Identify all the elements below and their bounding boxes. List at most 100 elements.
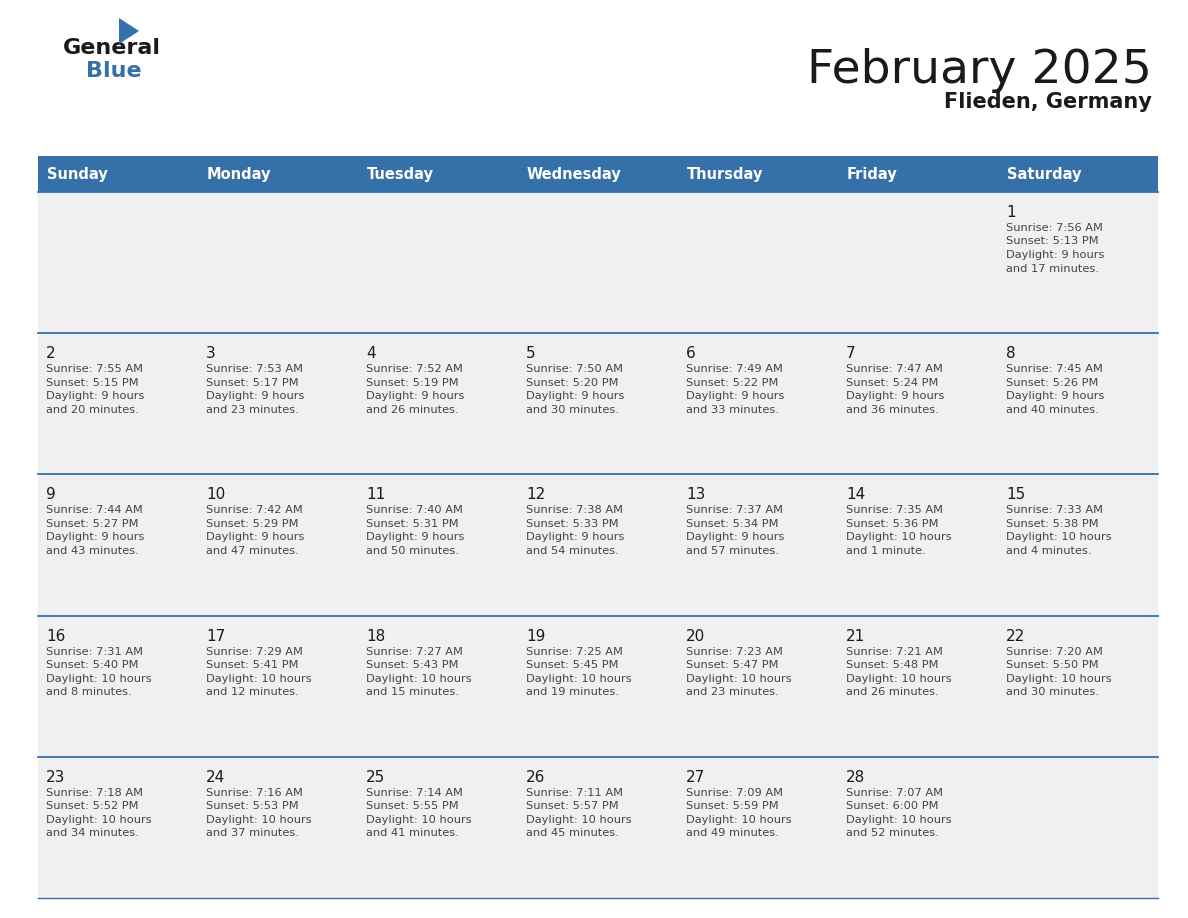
Text: Sunrise: 7:45 AM: Sunrise: 7:45 AM — [1006, 364, 1102, 375]
Text: Sunset: 5:15 PM: Sunset: 5:15 PM — [46, 377, 139, 387]
Text: Sunset: 5:13 PM: Sunset: 5:13 PM — [1006, 237, 1099, 247]
Text: Daylight: 10 hours: Daylight: 10 hours — [366, 815, 472, 824]
Text: and 26 minutes.: and 26 minutes. — [366, 405, 459, 415]
Text: Sunrise: 7:56 AM: Sunrise: 7:56 AM — [1006, 223, 1102, 233]
Text: Tuesday: Tuesday — [367, 166, 434, 182]
Text: Sunrise: 7:23 AM: Sunrise: 7:23 AM — [685, 646, 783, 656]
Text: and 8 minutes.: and 8 minutes. — [46, 687, 132, 697]
Bar — [38, 333, 1158, 475]
Text: and 1 minute.: and 1 minute. — [846, 546, 925, 556]
Text: 9: 9 — [46, 487, 56, 502]
Text: 8: 8 — [1006, 346, 1016, 361]
Text: Daylight: 10 hours: Daylight: 10 hours — [685, 815, 791, 824]
Text: Sunset: 5:52 PM: Sunset: 5:52 PM — [46, 801, 139, 812]
Text: Sunrise: 7:14 AM: Sunrise: 7:14 AM — [366, 788, 463, 798]
Text: Sunday: Sunday — [48, 166, 108, 182]
Text: and 49 minutes.: and 49 minutes. — [685, 828, 779, 838]
Text: Daylight: 10 hours: Daylight: 10 hours — [46, 674, 152, 684]
Text: 10: 10 — [206, 487, 226, 502]
Text: and 30 minutes.: and 30 minutes. — [526, 405, 619, 415]
Text: Sunset: 5:50 PM: Sunset: 5:50 PM — [1006, 660, 1099, 670]
Text: Sunset: 5:53 PM: Sunset: 5:53 PM — [206, 801, 298, 812]
Text: Daylight: 10 hours: Daylight: 10 hours — [685, 674, 791, 684]
Text: February 2025: February 2025 — [807, 48, 1152, 93]
Text: and 26 minutes.: and 26 minutes. — [846, 687, 939, 697]
Text: Sunset: 5:47 PM: Sunset: 5:47 PM — [685, 660, 778, 670]
Text: and 17 minutes.: and 17 minutes. — [1006, 263, 1099, 274]
Text: Sunset: 5:24 PM: Sunset: 5:24 PM — [846, 377, 939, 387]
Text: Daylight: 9 hours: Daylight: 9 hours — [206, 391, 304, 401]
Text: and 30 minutes.: and 30 minutes. — [1006, 687, 1099, 697]
Text: Wednesday: Wednesday — [527, 166, 621, 182]
Text: Daylight: 9 hours: Daylight: 9 hours — [846, 391, 944, 401]
Text: 13: 13 — [685, 487, 706, 502]
Text: and 41 minutes.: and 41 minutes. — [366, 828, 459, 838]
Text: 24: 24 — [206, 770, 226, 785]
Text: Daylight: 9 hours: Daylight: 9 hours — [1006, 391, 1105, 401]
Text: 15: 15 — [1006, 487, 1025, 502]
Text: Sunrise: 7:53 AM: Sunrise: 7:53 AM — [206, 364, 303, 375]
Text: 2: 2 — [46, 346, 56, 361]
Text: 3: 3 — [206, 346, 216, 361]
Text: Sunset: 5:41 PM: Sunset: 5:41 PM — [206, 660, 298, 670]
Text: 18: 18 — [366, 629, 385, 644]
Text: 5: 5 — [526, 346, 536, 361]
Text: Sunrise: 7:29 AM: Sunrise: 7:29 AM — [206, 646, 303, 656]
Text: General: General — [63, 38, 162, 58]
Text: Sunset: 5:34 PM: Sunset: 5:34 PM — [685, 519, 778, 529]
Text: Flieden, Germany: Flieden, Germany — [944, 92, 1152, 112]
Text: Daylight: 9 hours: Daylight: 9 hours — [685, 532, 784, 543]
Text: Daylight: 10 hours: Daylight: 10 hours — [1006, 532, 1112, 543]
Text: and 37 minutes.: and 37 minutes. — [206, 828, 299, 838]
Text: Sunset: 6:00 PM: Sunset: 6:00 PM — [846, 801, 939, 812]
Text: Daylight: 10 hours: Daylight: 10 hours — [46, 815, 152, 824]
Polygon shape — [119, 18, 139, 44]
Text: and 12 minutes.: and 12 minutes. — [206, 687, 298, 697]
Text: 28: 28 — [846, 770, 865, 785]
Text: Daylight: 9 hours: Daylight: 9 hours — [206, 532, 304, 543]
Text: Sunset: 5:55 PM: Sunset: 5:55 PM — [366, 801, 459, 812]
Text: Daylight: 10 hours: Daylight: 10 hours — [1006, 674, 1112, 684]
Text: Sunrise: 7:09 AM: Sunrise: 7:09 AM — [685, 788, 783, 798]
Text: Daylight: 9 hours: Daylight: 9 hours — [46, 532, 145, 543]
Text: 4: 4 — [366, 346, 375, 361]
Text: and 23 minutes.: and 23 minutes. — [685, 687, 779, 697]
Text: and 19 minutes.: and 19 minutes. — [526, 687, 619, 697]
Text: Sunset: 5:33 PM: Sunset: 5:33 PM — [526, 519, 619, 529]
Text: Daylight: 10 hours: Daylight: 10 hours — [526, 815, 632, 824]
Text: Daylight: 9 hours: Daylight: 9 hours — [1006, 250, 1105, 260]
Text: Sunrise: 7:33 AM: Sunrise: 7:33 AM — [1006, 506, 1102, 515]
Text: Sunset: 5:20 PM: Sunset: 5:20 PM — [526, 377, 619, 387]
Text: 19: 19 — [526, 629, 545, 644]
Text: Sunrise: 7:47 AM: Sunrise: 7:47 AM — [846, 364, 943, 375]
Text: Daylight: 9 hours: Daylight: 9 hours — [526, 532, 625, 543]
Text: and 45 minutes.: and 45 minutes. — [526, 828, 619, 838]
Text: 16: 16 — [46, 629, 65, 644]
Text: Daylight: 10 hours: Daylight: 10 hours — [846, 532, 952, 543]
Text: and 4 minutes.: and 4 minutes. — [1006, 546, 1092, 556]
Text: Daylight: 10 hours: Daylight: 10 hours — [206, 815, 311, 824]
Text: 7: 7 — [846, 346, 855, 361]
Text: Sunrise: 7:50 AM: Sunrise: 7:50 AM — [526, 364, 623, 375]
Text: and 57 minutes.: and 57 minutes. — [685, 546, 779, 556]
Text: Monday: Monday — [207, 166, 272, 182]
Text: 21: 21 — [846, 629, 865, 644]
Text: Sunset: 5:36 PM: Sunset: 5:36 PM — [846, 519, 939, 529]
Text: Friday: Friday — [847, 166, 898, 182]
Text: Sunrise: 7:25 AM: Sunrise: 7:25 AM — [526, 646, 623, 656]
Text: Sunrise: 7:55 AM: Sunrise: 7:55 AM — [46, 364, 143, 375]
Text: and 20 minutes.: and 20 minutes. — [46, 405, 139, 415]
Text: Thursday: Thursday — [687, 166, 764, 182]
Text: Daylight: 10 hours: Daylight: 10 hours — [526, 674, 632, 684]
Text: Daylight: 9 hours: Daylight: 9 hours — [526, 391, 625, 401]
Text: Daylight: 10 hours: Daylight: 10 hours — [366, 674, 472, 684]
Text: and 47 minutes.: and 47 minutes. — [206, 546, 298, 556]
Text: Sunrise: 7:18 AM: Sunrise: 7:18 AM — [46, 788, 143, 798]
Text: Sunset: 5:59 PM: Sunset: 5:59 PM — [685, 801, 778, 812]
Text: Sunrise: 7:11 AM: Sunrise: 7:11 AM — [526, 788, 623, 798]
Text: 25: 25 — [366, 770, 385, 785]
Text: Daylight: 9 hours: Daylight: 9 hours — [366, 532, 465, 543]
Text: Sunrise: 7:21 AM: Sunrise: 7:21 AM — [846, 646, 943, 656]
Text: Sunrise: 7:07 AM: Sunrise: 7:07 AM — [846, 788, 943, 798]
Text: Sunset: 5:40 PM: Sunset: 5:40 PM — [46, 660, 139, 670]
